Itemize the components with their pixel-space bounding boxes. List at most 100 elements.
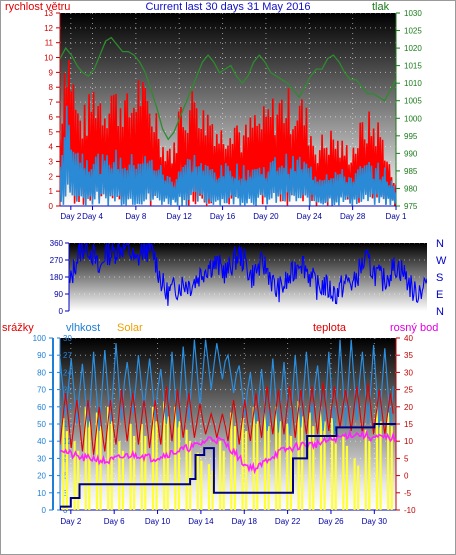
tick-label: 18: [63, 403, 72, 412]
tick-label: 0: [404, 472, 409, 481]
tick-label: 0: [49, 202, 54, 211]
tick-label: 8: [49, 83, 54, 92]
direction-axis: 0 90 180 270 360: [50, 239, 70, 316]
tick-label: 30: [404, 368, 413, 377]
tick-label: 5: [404, 454, 409, 463]
wind-average-series: [60, 105, 396, 206]
tick-label: 985: [404, 167, 418, 176]
tick-label: 1: [49, 187, 54, 196]
tick-label: 180: [50, 273, 64, 282]
tick-label: -10: [404, 506, 416, 515]
tick-label: 6: [63, 472, 68, 481]
tick-label: Day 10: [145, 517, 171, 526]
tick-label: Day 26: [318, 517, 344, 526]
tick-label: -5: [404, 489, 412, 498]
x-axis-days: Day 2 Day 6 Day 10 Day 14 Day 18 Day 22 Day 26…: [60, 509, 396, 526]
tick-label: 10: [404, 437, 413, 446]
pressure-axis: 975 980 985 990 995 1000 1005 1010 1015 1020 1025 1…: [395, 9, 422, 211]
tick-label: 990: [404, 149, 418, 158]
tick-label: 13: [44, 9, 53, 18]
tick-label: 1015: [404, 62, 422, 71]
tick-label: 90: [37, 351, 46, 360]
tick-label: Day 2: [60, 517, 81, 526]
humidity-series: [60, 339, 394, 435]
tick-label: 6: [49, 113, 54, 122]
tick-label: 20: [37, 472, 46, 481]
tick-label: 80: [37, 368, 46, 377]
tick-label: 25: [404, 386, 413, 395]
tick-label: 27: [63, 351, 72, 360]
tick-label: 60: [37, 403, 46, 412]
tick-label: 1000: [404, 114, 422, 123]
tick-label: 0: [59, 307, 64, 316]
temperature-axis: -10 -5 0 5 10 15 20 25 30 35 40: [395, 334, 416, 515]
compass-label: S: [436, 272, 443, 284]
wind-direction-series: [69, 243, 427, 306]
tick-label: Day 6: [104, 517, 125, 526]
precipitation-series: [60, 423, 396, 510]
wind-gust-series: [60, 59, 396, 206]
tick-label: 40: [37, 437, 46, 446]
tick-label: 12: [44, 24, 53, 33]
tick-label: 360: [50, 239, 64, 248]
tick-label: 9: [49, 68, 54, 77]
tick-label: Day 1: [386, 212, 407, 221]
tick-label: 1010: [404, 79, 422, 88]
tick-label: 5: [49, 128, 54, 137]
x-axis-days: Day 2 Day 4 Day 8 Day 12 Day 16 Day 20 Day 24 D…: [60, 205, 407, 221]
pressure-series: [60, 36, 396, 141]
compass-label: N: [436, 238, 444, 250]
tick-label: 2: [49, 172, 54, 181]
tick-label: 11: [45, 39, 54, 48]
tick-label: 1020: [404, 44, 422, 53]
temperature-label: teplota: [313, 322, 347, 334]
wind-pressure-panel: rychlost větru Current last 30 days 31 M…: [5, 1, 422, 221]
tick-label: 1030: [404, 9, 422, 18]
temperature-series: [60, 382, 394, 456]
solar-series: [62, 401, 393, 510]
tick-label: Day 16: [210, 212, 236, 221]
compass-label: N: [436, 306, 444, 318]
tick-label: 9: [63, 454, 68, 463]
tick-label: 3: [63, 489, 68, 498]
compass-label: E: [436, 289, 443, 301]
tick-label: Day 20: [253, 212, 279, 221]
tick-label: 50: [37, 420, 46, 429]
tick-label: Day 28: [340, 212, 366, 221]
tick-label: 10: [37, 489, 46, 498]
tick-label: 20: [404, 403, 413, 412]
tick-label: Day 12: [167, 212, 193, 221]
tick-label: 24: [63, 368, 72, 377]
wind-speed-axis-label: rychlost větru: [5, 1, 70, 13]
tick-label: Day 2: [60, 212, 81, 221]
tick-label: 1025: [404, 27, 422, 36]
solar-label: Solar: [117, 322, 143, 334]
tick-label: 30: [63, 334, 72, 343]
dew-point-label: rosný bod: [390, 322, 438, 334]
series-group: [60, 339, 396, 510]
tick-label: Day 22: [275, 517, 301, 526]
tick-label: 0: [42, 506, 47, 515]
tick-label: Day 4: [82, 212, 103, 221]
tick-label: 980: [404, 184, 418, 193]
tick-label: Day 30: [362, 517, 388, 526]
precip-axis-label: srážky: [2, 322, 34, 334]
series-group: [60, 36, 396, 206]
series-group: [69, 243, 427, 306]
tick-label: 975: [404, 202, 418, 211]
tick-label: 7: [49, 98, 54, 107]
tick-label: 15: [63, 420, 72, 429]
tick-label: 70: [37, 386, 46, 395]
tick-label: 35: [404, 351, 413, 360]
tick-label: 1005: [404, 97, 422, 106]
tick-label: 30: [37, 454, 46, 463]
tick-label: 4: [49, 143, 54, 152]
tick-label: 15: [404, 420, 413, 429]
tick-label: 10: [44, 54, 53, 63]
tick-label: Day 8: [125, 212, 146, 221]
dew-point-series: [60, 429, 396, 475]
tick-label: 100: [33, 334, 47, 343]
tick-label: 270: [50, 256, 64, 265]
